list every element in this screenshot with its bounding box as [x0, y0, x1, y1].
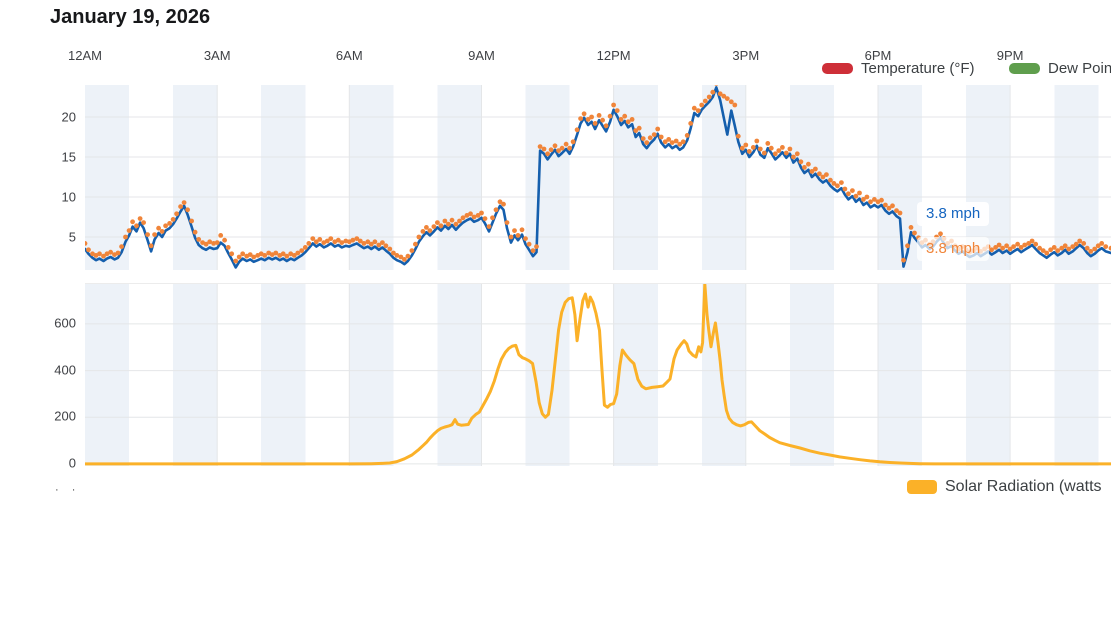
x-tick-label: 6AM — [335, 48, 363, 63]
x-tick-label: 6PM — [864, 48, 892, 63]
wind-gust-value-label: 3.8 mph — [917, 237, 990, 261]
y-tick-label: 200 — [54, 408, 76, 424]
solar-radiation-legend-label: Solar Radiation (watts — [945, 478, 1102, 495]
y-tick-label: 5 — [68, 229, 76, 245]
solar-chart[interactable] — [85, 283, 1111, 466]
y-tick-label: 20 — [61, 109, 76, 125]
solar-y-axis: 0 200 400 600 — [0, 283, 76, 470]
temperature-legend-label: Temperature (°F) — [861, 62, 975, 77]
x-tick-label: 9PM — [996, 48, 1024, 63]
solar-radiation-swatch — [907, 480, 937, 494]
truncated-text-dots: · · — [55, 484, 81, 496]
solar-legend-item[interactable]: Solar Radiation (watts — [907, 478, 1102, 496]
y-tick-label: 15 — [61, 149, 76, 165]
wind-speed-value-label: 3.8 mph — [917, 202, 990, 226]
y-tick-label: 600 — [54, 315, 76, 331]
time-axis: 12AM 3AM 6AM 9AM 12PM 3PM 6PM 9PM — [68, 48, 1111, 64]
x-tick-label: 9AM — [468, 48, 495, 63]
dew-point-swatch — [1009, 62, 1040, 74]
dew-point-legend-label: Dew Poin — [1048, 62, 1111, 77]
y-tick-label: 400 — [54, 362, 76, 378]
y-tick-label: 10 — [61, 189, 76, 205]
top-legend: Temperature (°F) Dew Poin — [0, 62, 1111, 79]
y-tick-label: 0 — [68, 455, 76, 471]
legend-item-dew-point[interactable]: Dew Poin — [1009, 62, 1111, 79]
x-tick-label: 12AM — [68, 48, 102, 63]
wind-y-axis: 5 10 15 20 — [0, 85, 76, 270]
x-tick-label: 3AM — [203, 48, 231, 63]
temperature-swatch — [822, 62, 853, 74]
page-title: January 19, 2026 — [50, 6, 211, 28]
x-tick-label: 12PM — [596, 48, 631, 63]
legend-item-temperature[interactable]: Temperature (°F) — [822, 62, 975, 79]
x-tick-label: 3PM — [732, 48, 760, 63]
solar-chart-svg — [85, 284, 1111, 466]
